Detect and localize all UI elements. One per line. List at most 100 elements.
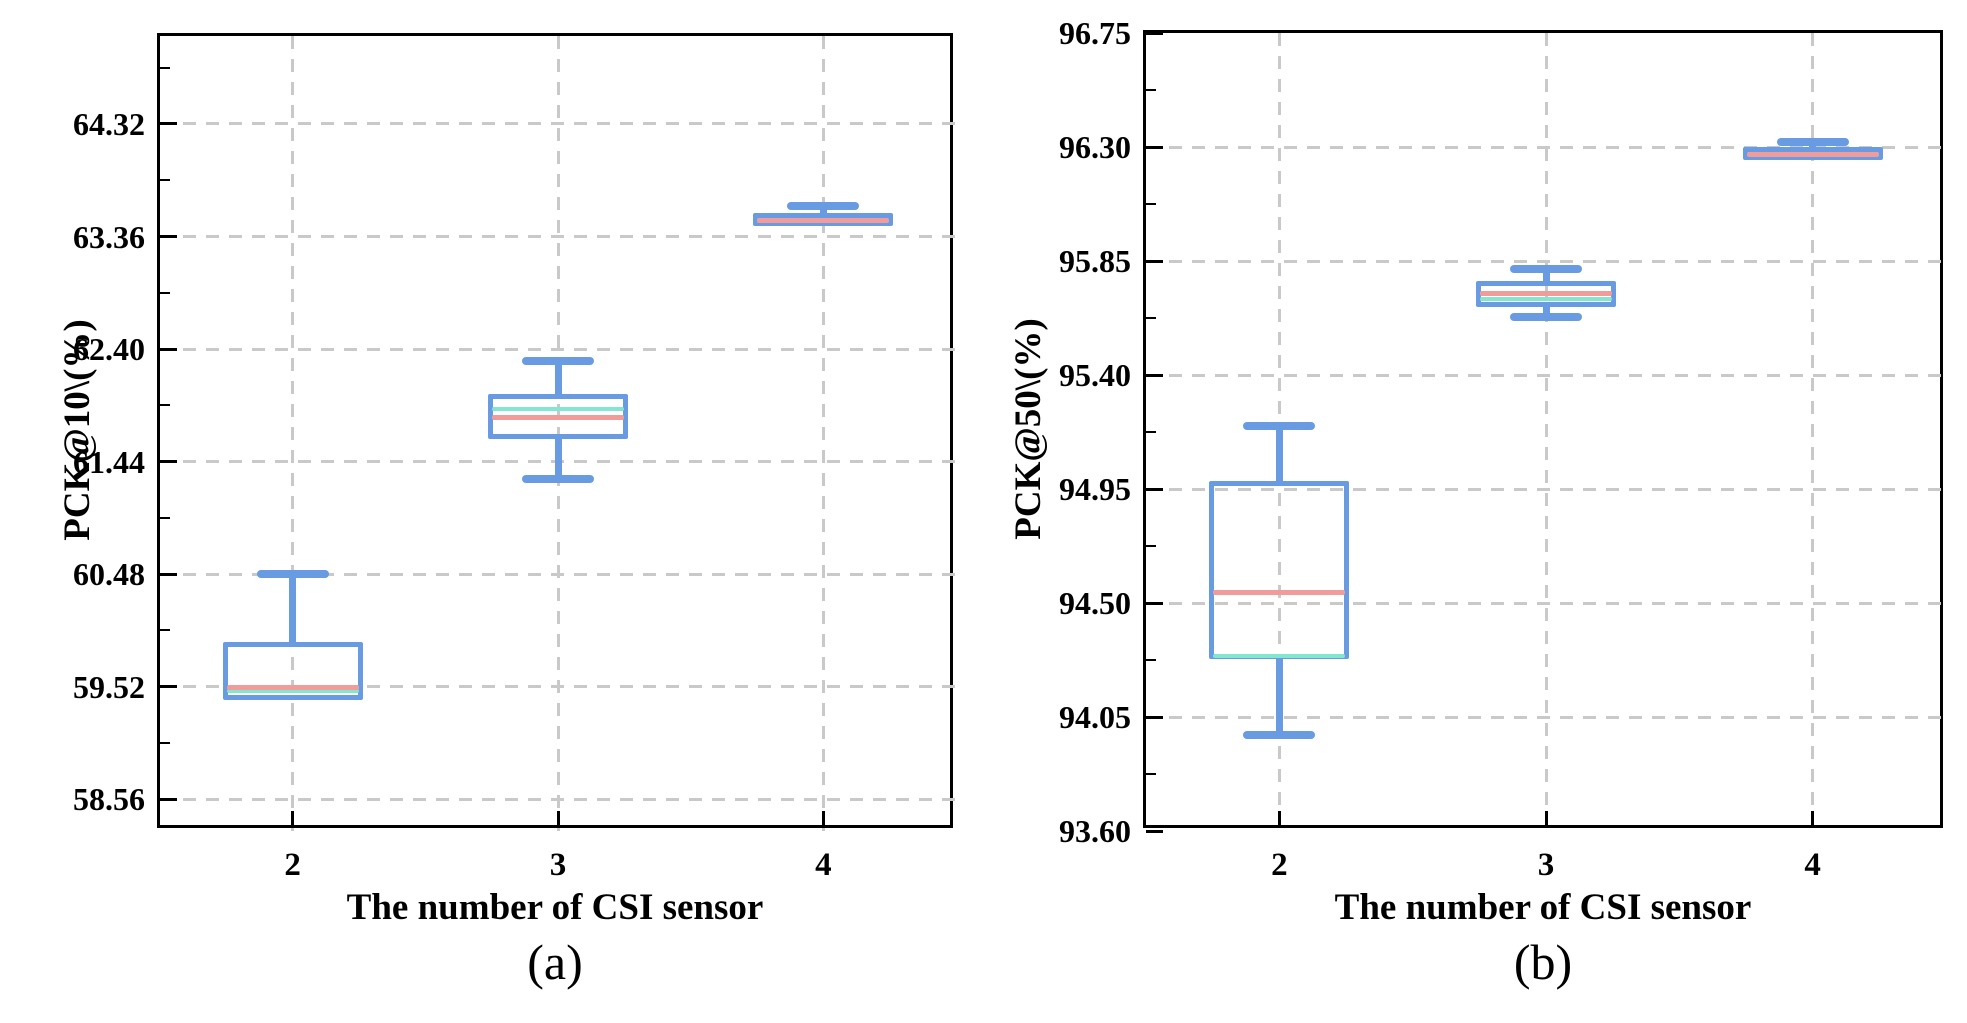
x-major-tick	[1277, 811, 1281, 828]
x-major-tick	[291, 811, 295, 828]
y-tick-label: 60.48	[73, 556, 145, 593]
y-minor-tick	[160, 179, 170, 182]
y-tick-label: 95.40	[1059, 357, 1131, 393]
y-tick-label: 95.85	[1059, 243, 1131, 279]
upper-whisker-cap	[1510, 264, 1582, 273]
plot-area-b: 93.60 94.05 94.50 94.95 95.40 95.85 96.30 96.75…	[1059, 15, 1946, 883]
y-major-tick	[160, 122, 177, 126]
y-major-tick	[160, 235, 177, 238]
gridline-vertical	[556, 36, 560, 831]
upper-whisker-stem	[289, 574, 297, 643]
lower-whisker-cap	[1243, 730, 1316, 739]
y-tick-label: 58.56	[73, 781, 145, 818]
y-major-tick	[1146, 601, 1163, 605]
y-tick-label: 61.44	[73, 443, 145, 480]
y-minor-tick	[1146, 89, 1156, 91]
y-major-tick	[1146, 373, 1163, 377]
y-minor-tick	[160, 291, 170, 294]
y-tick-label: 94.50	[1059, 585, 1131, 621]
gridline-vertical	[1811, 33, 1815, 831]
median-line	[226, 685, 359, 691]
gridline-vertical	[821, 36, 825, 831]
y-tick-label: 94.95	[1059, 471, 1131, 507]
median-line	[492, 414, 624, 420]
x-tick-label: 2	[284, 847, 301, 883]
y-minor-tick	[1146, 317, 1156, 319]
y-minor-tick	[1146, 431, 1156, 433]
gridline-vertical	[1544, 33, 1548, 831]
mean-line	[1213, 654, 1346, 659]
x-major-tick	[556, 811, 560, 828]
upper-whisker-cap	[1776, 137, 1849, 146]
lower-whisker-stem	[1542, 306, 1550, 317]
box-iqr	[753, 213, 894, 226]
x-tick-label: 2	[1271, 847, 1288, 883]
gridline-vertical	[291, 36, 295, 831]
y-major-tick	[1146, 259, 1163, 263]
y-minor-tick	[1146, 545, 1156, 547]
lower-whisker-stem	[554, 439, 562, 480]
subplot-caption-a: (a)	[527, 934, 583, 990]
lower-whisker-cap	[522, 475, 594, 484]
y-minor-tick	[160, 516, 170, 519]
mean-line	[226, 689, 359, 694]
subplot-caption-b: (b)	[1513, 934, 1573, 990]
y-tick-label: 96.30	[1059, 129, 1131, 165]
y-minor-tick	[160, 629, 170, 632]
median-line	[1213, 590, 1346, 596]
y-major-tick	[1146, 715, 1163, 719]
y-minor-tick	[1146, 773, 1156, 775]
y-minor-tick	[1146, 659, 1156, 661]
x-axis-title-b: The number of CSI sensor	[1334, 887, 1752, 928]
y-major-tick	[1146, 145, 1163, 149]
y-minor-tick	[160, 742, 170, 745]
median-line	[1746, 152, 1879, 158]
upper-whisker-cap	[256, 570, 329, 579]
x-axis-title-a: The number of CSI sensor	[346, 887, 764, 928]
x-tick-label: 4	[815, 847, 832, 883]
box-iqr	[1742, 147, 1883, 160]
y-major-tick	[160, 572, 177, 576]
y-major-tick	[1146, 31, 1163, 35]
box-iqr	[1209, 481, 1350, 659]
x-tick-label: 4	[1804, 847, 1821, 883]
upper-whisker-stem	[554, 360, 562, 394]
upper-whisker-stem	[1542, 268, 1550, 282]
y-tick-label: 64.32	[73, 105, 145, 142]
y-tick-label: 94.05	[1059, 699, 1131, 735]
upper-whisker-stem	[1275, 425, 1283, 482]
lower-whisker-cap	[1510, 312, 1582, 321]
mean-line	[1480, 297, 1612, 301]
y-major-tick	[160, 685, 177, 689]
y-major-tick	[160, 460, 177, 464]
y-tick-label: 59.52	[73, 668, 145, 705]
y-tick-label: 63.36	[73, 218, 145, 255]
y-major-tick	[160, 347, 177, 351]
x-major-tick	[821, 811, 825, 828]
y-minor-tick	[1146, 203, 1156, 205]
upper-whisker-cap	[522, 356, 594, 365]
box-iqr	[222, 642, 363, 700]
y-tick-label: 96.75	[1059, 15, 1131, 51]
mean-line	[492, 406, 624, 411]
y-major-tick	[1146, 829, 1163, 833]
lower-whisker-stem	[1275, 658, 1283, 735]
y-minor-tick	[160, 404, 170, 407]
y-major-tick	[160, 797, 177, 801]
y-minor-tick	[160, 66, 170, 69]
x-major-tick	[1811, 811, 1815, 828]
y-major-tick	[1146, 487, 1163, 491]
x-tick-label: 3	[1537, 847, 1555, 883]
y-axis-title-b: PCK@50\(%)	[1008, 318, 1049, 540]
upper-whisker-cap	[787, 202, 860, 211]
box-iqr	[488, 393, 628, 440]
x-major-tick	[1544, 811, 1548, 828]
upper-whisker-cap	[1243, 421, 1316, 430]
median-line	[757, 217, 890, 223]
x-tick-label: 3	[549, 847, 567, 883]
y-tick-label: 62.40	[73, 331, 145, 368]
median-line	[1480, 291, 1612, 297]
